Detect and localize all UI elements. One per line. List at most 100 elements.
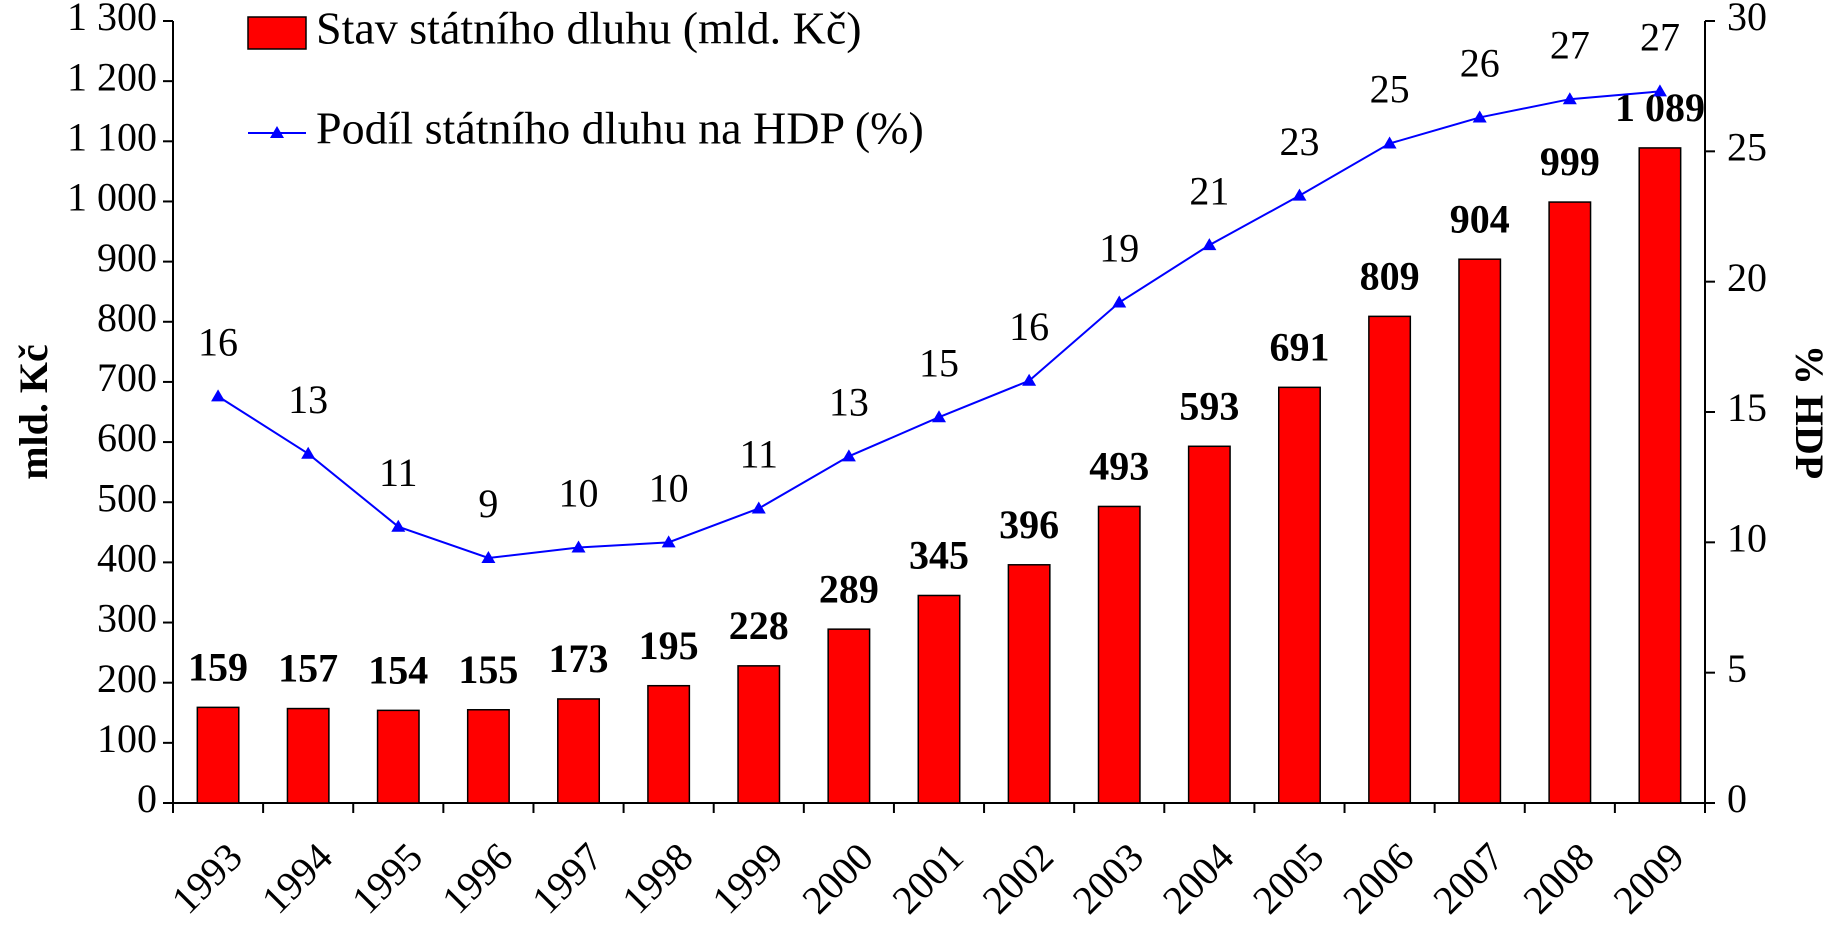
line-value-label: 15 bbox=[919, 340, 959, 385]
line-marker bbox=[1562, 92, 1577, 105]
line-marker bbox=[1112, 295, 1127, 308]
line-value-label: 25 bbox=[1370, 67, 1410, 112]
x-tick-label: 1994 bbox=[253, 834, 341, 922]
bar bbox=[1458, 258, 1502, 804]
line-value-label: 16 bbox=[198, 320, 238, 365]
x-tick-label: 1993 bbox=[163, 834, 251, 922]
x-tick-label: 2004 bbox=[1154, 834, 1242, 922]
bar-value-label: 904 bbox=[1450, 196, 1510, 241]
x-tick-label: 2008 bbox=[1514, 834, 1602, 922]
y2-axis-title: % HDP bbox=[1787, 345, 1832, 479]
line-marker bbox=[1652, 84, 1667, 97]
y-tick-label: 800 bbox=[97, 295, 157, 340]
line-marker bbox=[391, 519, 406, 532]
x-tick-label: 1999 bbox=[703, 834, 791, 922]
bar bbox=[1097, 505, 1141, 804]
line-value-label: 16 bbox=[1009, 304, 1049, 349]
y2-tick-label: 10 bbox=[1727, 516, 1767, 561]
line-value-label: 10 bbox=[649, 466, 689, 511]
bar-value-label: 154 bbox=[368, 648, 428, 693]
y-tick-label: 0 bbox=[137, 776, 157, 821]
bar bbox=[466, 709, 510, 804]
y-tick-label: 600 bbox=[97, 415, 157, 460]
line-value-label: 11 bbox=[740, 432, 779, 477]
line-value-label: 10 bbox=[559, 471, 599, 516]
bar bbox=[917, 594, 961, 804]
line-marker bbox=[932, 410, 946, 423]
bar bbox=[196, 706, 240, 804]
bar bbox=[286, 707, 330, 804]
y-tick-label: 100 bbox=[97, 716, 157, 761]
y2-tick-label: 25 bbox=[1727, 125, 1767, 170]
line-marker bbox=[481, 550, 496, 563]
x-tick-label: 1996 bbox=[433, 834, 521, 922]
legend-label: Stav státního dluhu (mld. Kč) bbox=[316, 3, 862, 54]
y2-tick-label: 5 bbox=[1727, 646, 1747, 691]
x-tick-label: 2006 bbox=[1334, 834, 1422, 922]
line-marker bbox=[661, 535, 676, 548]
bar-value-label: 691 bbox=[1269, 325, 1329, 370]
x-tick-label: 2001 bbox=[883, 834, 971, 922]
bar-value-label: 593 bbox=[1179, 383, 1239, 428]
x-tick-label: 2000 bbox=[793, 834, 881, 922]
line-value-label: 27 bbox=[1550, 22, 1590, 67]
y-tick-label: 400 bbox=[97, 536, 157, 581]
x-tick-label: 2007 bbox=[1424, 834, 1512, 922]
bar-value-label: 173 bbox=[549, 636, 609, 681]
bar bbox=[1548, 201, 1592, 804]
y-tick-label: 300 bbox=[97, 596, 157, 641]
bar-value-label: 289 bbox=[819, 566, 879, 611]
y-tick-label: 700 bbox=[97, 355, 157, 400]
bar bbox=[1007, 564, 1051, 804]
bar bbox=[1368, 315, 1412, 804]
x-tick-label: 1995 bbox=[343, 834, 431, 922]
bar-value-label: 396 bbox=[999, 502, 1059, 547]
line bbox=[217, 90, 1661, 559]
bar-value-label: 345 bbox=[909, 533, 969, 578]
y2-tick-label: 20 bbox=[1727, 255, 1767, 300]
bar bbox=[737, 665, 781, 804]
y2-tick-label: 30 bbox=[1727, 0, 1767, 39]
line-marker bbox=[1292, 188, 1307, 201]
y-axis-title: mld. Kč bbox=[11, 344, 56, 480]
bar-value-label: 157 bbox=[278, 646, 338, 691]
x-tick-label: 2005 bbox=[1244, 834, 1332, 922]
line-marker bbox=[1382, 136, 1397, 149]
bar bbox=[1187, 445, 1231, 804]
y2-tick-label: 0 bbox=[1727, 776, 1747, 821]
line-value-label: 9 bbox=[478, 481, 498, 526]
bar-value-label: 228 bbox=[729, 603, 789, 648]
x-tick-label: 1998 bbox=[613, 834, 701, 922]
y-tick-label: 900 bbox=[97, 235, 157, 280]
bar-value-label: 195 bbox=[639, 623, 699, 668]
bar bbox=[1638, 147, 1682, 804]
line-marker bbox=[301, 446, 316, 459]
bar-value-label: 809 bbox=[1360, 254, 1420, 299]
y-tick-label: 1 000 bbox=[67, 175, 157, 220]
y-tick-label: 1 100 bbox=[67, 114, 157, 159]
bar bbox=[557, 698, 601, 804]
line-value-label: 26 bbox=[1460, 41, 1500, 86]
bar bbox=[647, 684, 691, 804]
y-tick-label: 200 bbox=[97, 656, 157, 701]
line-value-label: 21 bbox=[1189, 168, 1229, 213]
line-value-label: 11 bbox=[379, 450, 418, 495]
line-marker bbox=[1472, 110, 1487, 123]
y-tick-label: 500 bbox=[97, 475, 157, 520]
line-value-label: 23 bbox=[1279, 119, 1319, 164]
legend-marker bbox=[270, 126, 284, 138]
line-value-label: 13 bbox=[288, 377, 328, 422]
x-tick-label: 2002 bbox=[974, 834, 1062, 922]
line-marker bbox=[751, 501, 766, 514]
line-value-label: 27 bbox=[1640, 15, 1680, 60]
line-marker bbox=[1022, 373, 1037, 386]
line-value-label: 13 bbox=[829, 379, 869, 424]
bar bbox=[827, 628, 871, 804]
bar bbox=[1277, 386, 1321, 804]
line-marker bbox=[571, 540, 586, 553]
x-tick-label: 1997 bbox=[523, 834, 611, 922]
legend-swatch bbox=[247, 16, 307, 50]
x-tick-label: 2003 bbox=[1064, 834, 1152, 922]
bar-value-label: 493 bbox=[1089, 444, 1149, 489]
